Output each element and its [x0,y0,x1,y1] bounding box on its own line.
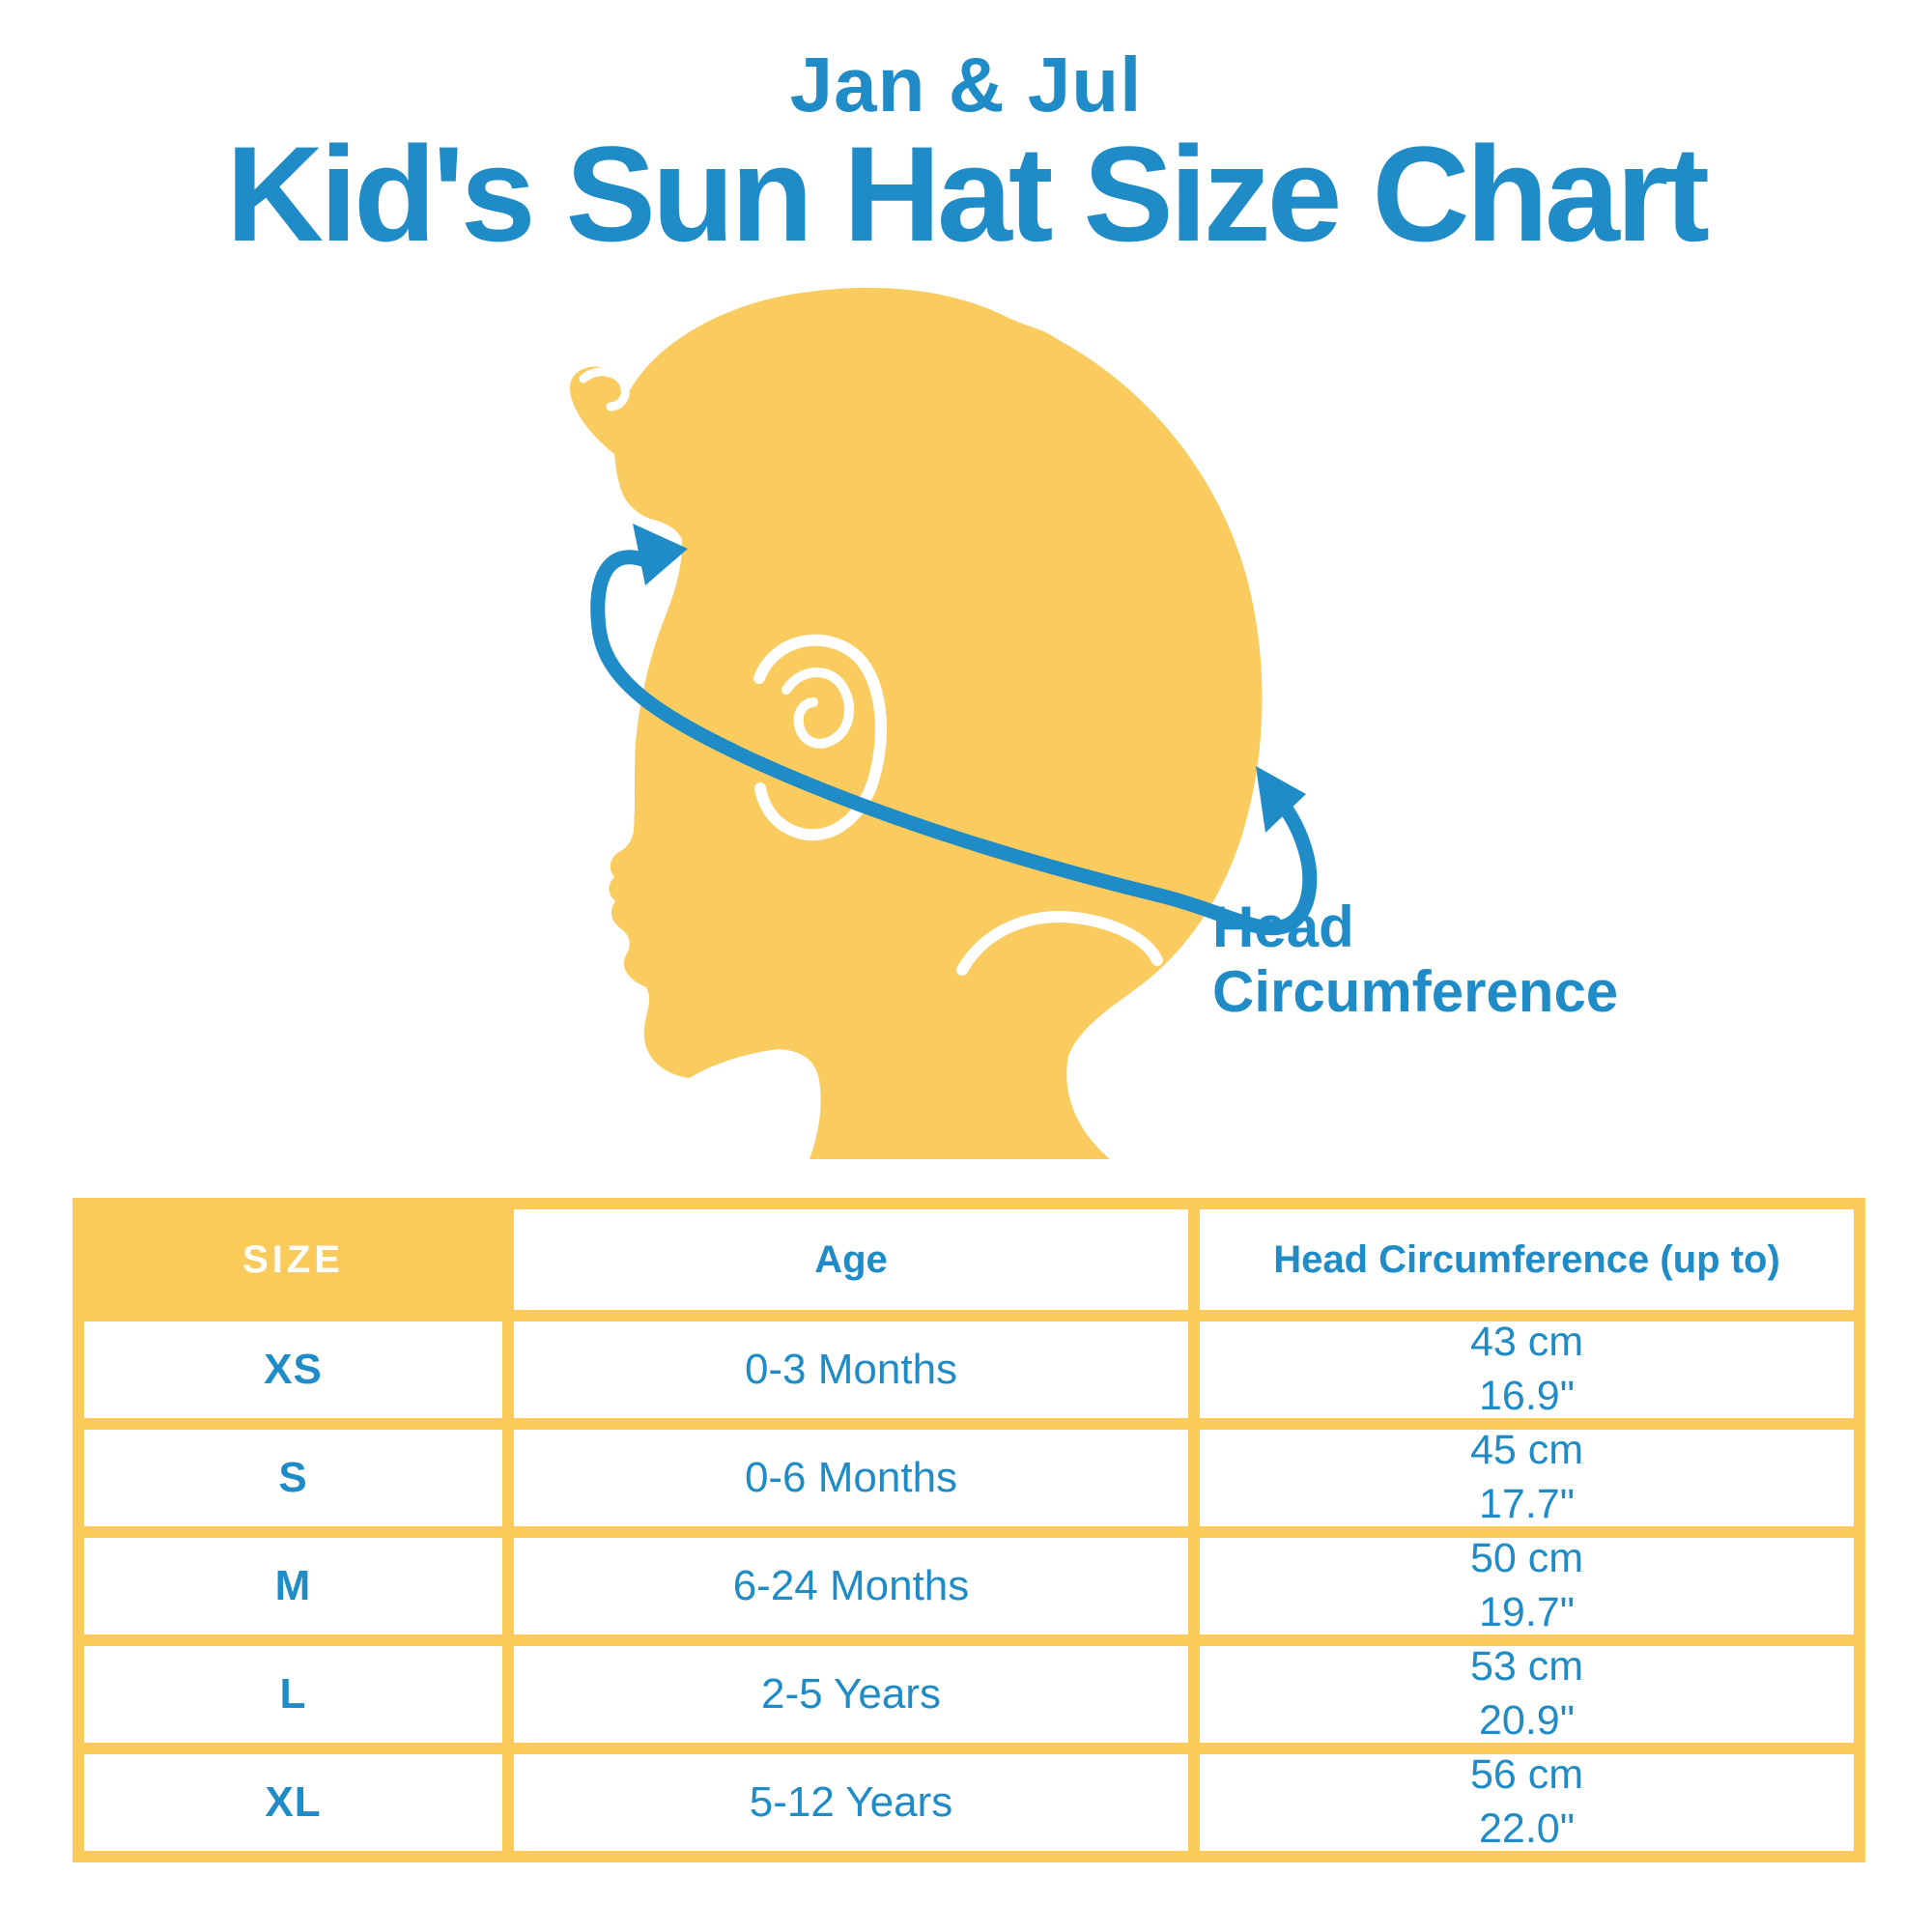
arrowhead-left-icon [633,524,688,585]
age-cell: 0-3 Months [514,1321,1188,1418]
arrowhead-right-icon [1256,766,1306,833]
head-circumference-label-line1: Head [1212,895,1354,959]
circumference-cm: 50 cm [1469,1535,1584,1582]
circumference-cell: 56 cm 22.0" [1200,1751,1854,1852]
circumference-inch: 22.0" [1479,1805,1575,1852]
circumference-cm: 53 cm [1469,1643,1584,1690]
circumference-inch: 20.9" [1479,1697,1575,1744]
column-header-head-circumference: Head Circumference (up to) [1200,1209,1854,1310]
circumference-cell: 43 cm 16.9" [1200,1319,1854,1419]
head-circumference-label-line2: Circumference [1212,959,1619,1025]
size-cell: M [84,1538,502,1634]
age-cell: 0-6 Months [514,1430,1188,1526]
child-head-illustration [570,287,1318,1160]
hair-curl-detail [579,367,630,412]
nape-hair-detail [956,911,1163,976]
age-cell: 5-12 Years [514,1754,1188,1851]
circumference-cell: 53 cm 20.9" [1200,1643,1854,1744]
ear-inner-detail [781,668,855,749]
age-cell: 2-5 Years [514,1646,1188,1743]
circumference-cm: 56 cm [1469,1751,1584,1799]
size-cell: XL [84,1754,502,1851]
circumference-cm: 45 cm [1469,1427,1584,1474]
column-header-size: SIZE [84,1209,502,1310]
column-header-age: Age [514,1209,1188,1310]
eyelash-flick [634,815,655,860]
circumference-inch: 17.7" [1479,1481,1575,1527]
size-cell: L [84,1646,502,1743]
circumference-cell: 45 cm 17.7" [1200,1427,1854,1527]
head-circumference-label: Head Circumference [1212,895,1618,1024]
page-title: Kid's Sun Hat Size Chart [226,118,1710,270]
circumference-cm: 43 cm [1469,1319,1584,1366]
head-silhouette [570,287,1263,1160]
age-cell: 6-24 Months [514,1538,1188,1634]
ear-icon [753,634,887,841]
circumference-inch: 16.9" [1479,1373,1575,1419]
circumference-arrow-band [590,550,1318,936]
circumference-inch: 19.7" [1479,1589,1575,1635]
size-cell: XS [84,1321,502,1418]
size-table: SIZE Age Head Circumference (up to) XS 0… [72,1198,1865,1862]
circumference-cell: 50 cm 19.7" [1200,1535,1854,1635]
brand-name: Jan & Jul [789,42,1143,128]
size-cell: S [84,1430,502,1526]
